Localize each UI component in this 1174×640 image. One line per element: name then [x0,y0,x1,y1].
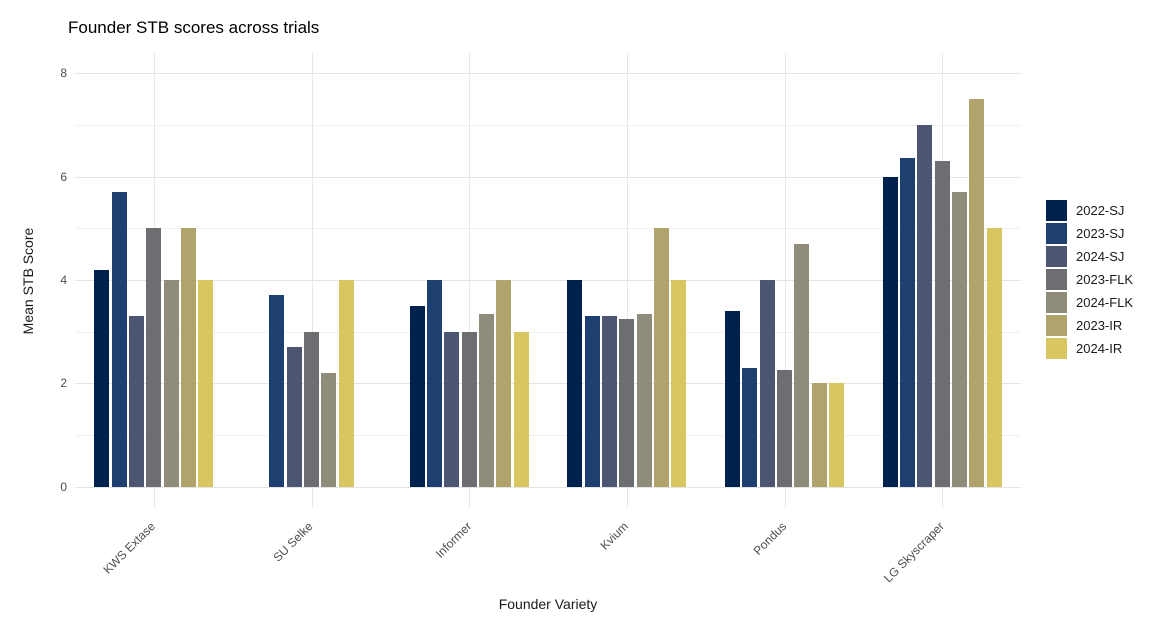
gridline-x-2 [469,53,471,508]
bar-2022-SJ-pondus [725,310,741,487]
bar-2024-FLK-kvium [636,313,652,487]
bar-2024-FLK-informer [479,313,494,487]
plot-panel [75,53,1021,508]
gridline-minor-y7 [75,124,1021,126]
bar-2023-FLK-su-selke [304,331,319,487]
bar-2023-SJ-informer [427,279,443,487]
gridline-major-y6 [75,176,1021,178]
legend-entry-2023-FLK: 2023-FLK [1046,269,1133,290]
bar-2024-SJ-lg-skyscraper [917,124,933,487]
legend-entry-2023-IR: 2023-IR [1046,315,1133,336]
bar-2024-FLK-su-selke [321,373,337,487]
gridline-minor-y3 [75,331,1021,333]
x-tick-label-2: Informer [432,519,474,561]
bar-2024-SJ-kvium [602,316,617,487]
y-tick-label-0: 0 [60,479,67,494]
bar-2023-IR-kvium [653,228,669,487]
bar-2023-SJ-lg-skyscraper [900,158,916,487]
bar-2023-SJ-pondus [742,367,758,487]
legend-label-2022-SJ: 2022-SJ [1076,203,1125,218]
x-tick-label-3: Kvium [597,519,632,553]
gridline-x-4 [784,53,786,508]
bar-2023-FLK-pondus [777,370,792,487]
y-tick-label-8: 8 [60,66,67,81]
legend-label-2024-FLK: 2024-FLK [1076,295,1134,310]
x-axis-title: Founder Variety [498,596,598,612]
bar-2023-FLK-kws-extase [146,228,162,487]
bar-2023-FLK-informer [461,331,477,487]
bar-2024-IR-kws-extase [198,279,214,487]
bar-2024-FLK-pondus [794,243,810,487]
gridline-x-3 [626,53,628,508]
legend-entry-2024-IR: 2024-IR [1046,338,1133,359]
bar-2024-IR-kvium [671,279,687,487]
bar-2022-SJ-kvium [567,279,583,487]
bar-2023-FLK-kvium [619,318,635,487]
legend-entry-2024-SJ: 2024-SJ [1046,246,1133,267]
legend-label-2023-SJ: 2023-SJ [1076,226,1125,241]
legend-swatch-2024-IR [1046,338,1067,359]
bar-2022-SJ-kws-extase [94,269,110,487]
legend-label-2023-FLK: 2023-FLK [1076,272,1134,287]
bar-2024-FLK-lg-skyscraper [952,192,967,487]
legend-swatch-2024-FLK [1046,292,1067,313]
gridline-major-y8 [75,73,1021,75]
y-tick-label-2: 2 [60,376,67,391]
bar-2024-SJ-informer [444,331,460,487]
x-tick-label-1: SU Selke [270,519,317,565]
bar-2024-IR-informer [513,331,529,487]
bar-2024-IR-su-selke [338,279,354,487]
bar-2024-SJ-pondus [759,279,775,487]
bar-2024-IR-lg-skyscraper [986,228,1002,487]
legend-swatch-2024-SJ [1046,246,1067,267]
legend-swatch-2022-SJ [1046,200,1067,221]
legend-swatch-2023-FLK [1046,269,1067,290]
legend-entry-2022-SJ: 2022-SJ [1046,200,1133,221]
legend-label-2024-SJ: 2024-SJ [1076,249,1125,264]
x-tick-label-0: KWS Extase [100,519,159,577]
bar-2023-SJ-su-selke [269,295,285,487]
bar-2024-FLK-kws-extase [163,279,179,487]
bar-2023-FLK-lg-skyscraper [934,161,950,487]
y-tick-label-6: 6 [60,169,67,184]
legend-entry-2023-SJ: 2023-SJ [1046,223,1133,244]
legend-entry-2024-FLK: 2024-FLK [1046,292,1133,313]
gridline-major-y0 [75,486,1021,488]
gridline-x-1 [311,53,313,508]
bar-2024-SJ-kws-extase [129,316,144,487]
bar-2023-SJ-kws-extase [111,192,127,487]
bar-2024-IR-pondus [828,383,844,487]
x-tick-label-4: Pondus [750,519,790,558]
legend-label-2023-IR: 2023-IR [1076,318,1123,333]
bar-2023-SJ-kvium [584,316,600,487]
legend-label-2024-IR: 2024-IR [1076,341,1123,356]
bar-2022-SJ-informer [409,305,425,487]
chart-title: Founder STB scores across trials [68,18,320,37]
x-tick-label-5: LG Skyscraper [880,519,947,586]
bar-2022-SJ-lg-skyscraper [882,176,898,487]
bar-2023-IR-kws-extase [180,228,196,487]
bar-2023-IR-pondus [811,383,827,487]
bar-2023-IR-informer [496,279,512,487]
legend: 2022-SJ 2023-SJ 2024-SJ 2023-FLK 2024-FLK 202… [1046,200,1133,361]
legend-swatch-2023-IR [1046,315,1067,336]
legend-swatch-2023-SJ [1046,223,1067,244]
bar-2023-IR-lg-skyscraper [969,98,985,487]
y-tick-label-4: 4 [60,272,67,287]
gridline-minor-y5 [75,228,1021,230]
bar-2024-SJ-su-selke [286,347,302,487]
gridline-major-y4 [75,279,1021,281]
gridline-major-y2 [75,383,1021,385]
gridline-minor-y1 [75,435,1021,436]
